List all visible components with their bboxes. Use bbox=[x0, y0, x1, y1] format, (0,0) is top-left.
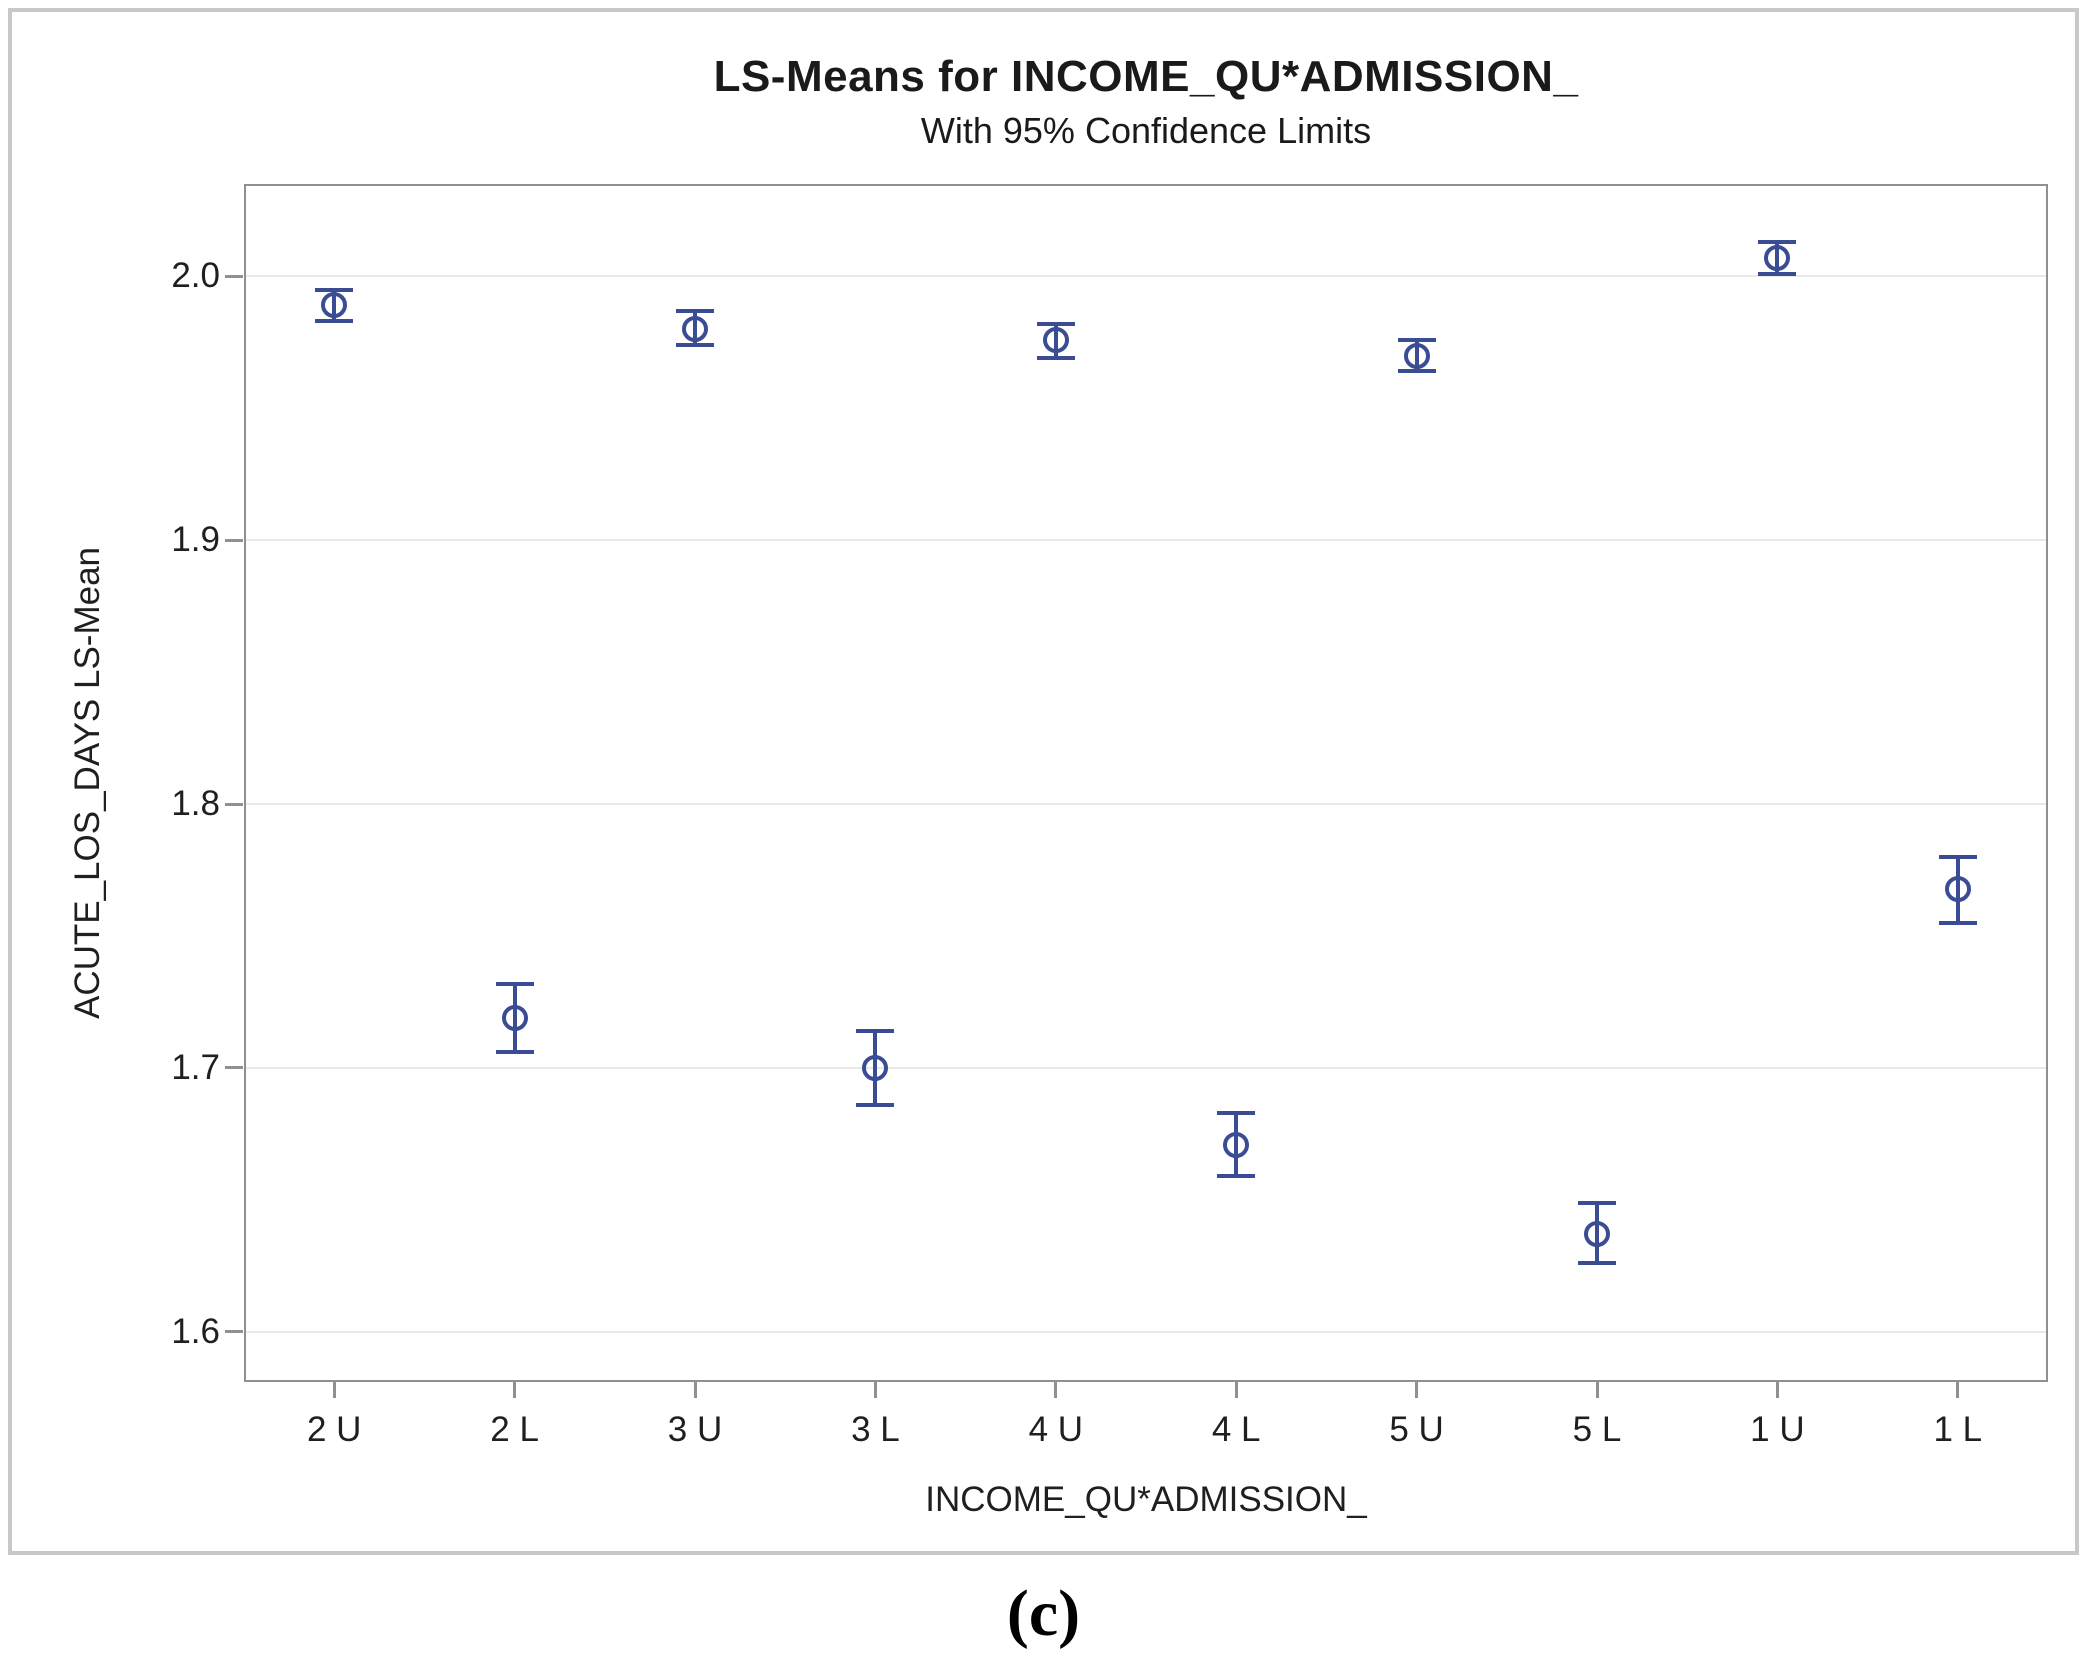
x-tick-mark bbox=[1956, 1382, 1960, 1398]
error-bar-cap-lower bbox=[1578, 1261, 1616, 1266]
error-bar-cap-lower bbox=[1938, 920, 1977, 925]
y-tick-label: 1.9 bbox=[171, 520, 220, 560]
plot-area bbox=[244, 184, 2048, 1382]
error-bar-cap-lower bbox=[1397, 369, 1436, 374]
error-bar-cap-lower bbox=[1758, 271, 1797, 276]
error-bar-cap-lower bbox=[856, 1102, 895, 1107]
y-tick-label: 1.7 bbox=[171, 1047, 220, 1087]
x-axis-title: INCOME_QU*ADMISSION_ bbox=[925, 1480, 1367, 1519]
error-bar-cap-lower bbox=[495, 1050, 534, 1055]
x-category-label: 2 U bbox=[306, 1410, 362, 1449]
x-category-label: 4 L bbox=[1211, 1410, 1261, 1449]
y-gridline bbox=[246, 803, 2046, 806]
error-bar-cap-lower bbox=[1036, 356, 1075, 361]
y-tick-mark bbox=[225, 538, 243, 542]
error-bar-cap-upper bbox=[1397, 337, 1436, 342]
y-gridline bbox=[246, 1066, 2046, 1069]
x-tick-mark bbox=[1595, 1382, 1599, 1398]
point-marker bbox=[501, 1004, 528, 1031]
figure-caption: (c) bbox=[1006, 1577, 1081, 1650]
x-category-label: 3 L bbox=[851, 1410, 900, 1449]
error-bar-cap-upper bbox=[1938, 854, 1977, 859]
point-marker bbox=[1403, 342, 1430, 369]
x-tick-mark bbox=[1775, 1382, 1779, 1398]
x-tick-mark bbox=[332, 1382, 336, 1398]
x-category-label: 1 L bbox=[1933, 1410, 1983, 1449]
y-gridline bbox=[246, 1330, 2046, 1333]
x-tick-mark bbox=[873, 1382, 877, 1398]
error-bar-cap-upper bbox=[315, 287, 354, 292]
point-marker bbox=[862, 1054, 889, 1081]
x-category-label: 4 U bbox=[1028, 1410, 1084, 1449]
error-bar-cap-upper bbox=[1217, 1110, 1256, 1115]
error-bar-cap-lower bbox=[1217, 1174, 1256, 1179]
y-tick-mark bbox=[225, 1330, 243, 1334]
y-tick-mark bbox=[225, 802, 243, 806]
x-tick-mark bbox=[1234, 1382, 1238, 1398]
y-gridline bbox=[246, 275, 2046, 278]
point-marker bbox=[1042, 326, 1069, 353]
x-category-label: 1 U bbox=[1750, 1410, 1805, 1449]
y-tick-mark bbox=[225, 1066, 243, 1070]
point-marker bbox=[1223, 1131, 1250, 1158]
x-tick-mark bbox=[693, 1382, 697, 1398]
error-bar-cap-upper bbox=[676, 308, 714, 313]
x-category-label: 5 L bbox=[1572, 1410, 1622, 1449]
error-bar-cap-upper bbox=[1036, 321, 1075, 326]
chart-frame: LS-Means for INCOME_QU*ADMISSION_ With 9… bbox=[8, 8, 2079, 1555]
point-marker bbox=[682, 316, 708, 343]
x-category-label: 5 U bbox=[1389, 1410, 1444, 1449]
chart-title: LS-Means for INCOME_QU*ADMISSION_ bbox=[713, 52, 1579, 101]
x-category-label: 3 U bbox=[667, 1410, 723, 1449]
error-bar-cap-upper bbox=[856, 1029, 895, 1034]
error-bar-cap-upper bbox=[1578, 1200, 1616, 1205]
y-gridline bbox=[246, 539, 2046, 542]
error-bar-cap-lower bbox=[315, 319, 354, 324]
x-tick-mark bbox=[1415, 1382, 1419, 1398]
error-bar-cap-lower bbox=[676, 342, 714, 347]
x-tick-mark bbox=[1054, 1382, 1058, 1398]
point-marker bbox=[1944, 875, 1971, 902]
x-category-label: 2 L bbox=[490, 1410, 539, 1449]
y-tick-label: 2.0 bbox=[171, 256, 220, 296]
y-tick-mark bbox=[225, 274, 243, 278]
error-bar-cap-upper bbox=[495, 981, 534, 986]
x-tick-mark bbox=[513, 1382, 517, 1398]
y-tick-label: 1.6 bbox=[171, 1311, 220, 1351]
chart-subtitle: With 95% Confidence Limits bbox=[920, 110, 1372, 151]
point-marker bbox=[321, 292, 348, 319]
point-marker bbox=[1764, 244, 1791, 271]
error-bar-cap-upper bbox=[1758, 240, 1797, 245]
y-tick-label: 1.8 bbox=[171, 784, 220, 824]
point-marker bbox=[1584, 1221, 1610, 1248]
